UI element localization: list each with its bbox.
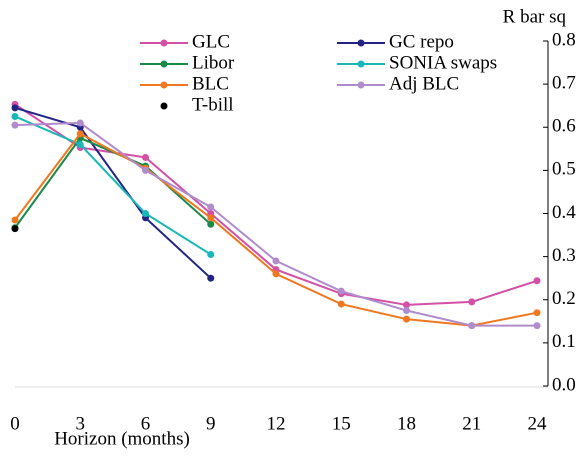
y-tick-label: 0.8 <box>552 29 576 50</box>
data-point <box>207 274 215 282</box>
legend-label: GLC <box>192 31 230 52</box>
data-point <box>76 141 84 148</box>
y-tick-label: 0.5 <box>552 159 576 180</box>
x-tick-label: 3 <box>76 413 86 434</box>
legend-label: T-bill <box>192 94 234 115</box>
data-point <box>207 250 215 258</box>
x-tick-label: 12 <box>267 413 286 434</box>
data-point <box>142 153 149 161</box>
series-line <box>14 115 212 256</box>
data-point <box>468 298 476 306</box>
x-tick-label: 15 <box>332 413 351 434</box>
legend-marker <box>357 60 365 68</box>
x-tick-label: 24 <box>528 413 548 434</box>
data-point <box>207 220 215 228</box>
data-point <box>11 104 19 112</box>
data-point <box>11 121 19 129</box>
legend-marker <box>160 39 168 47</box>
data-point <box>468 322 476 330</box>
legend-marker <box>160 81 168 89</box>
y-tick-label: 0.4 <box>552 202 576 223</box>
data-point <box>533 322 541 330</box>
legend-marker <box>160 60 168 68</box>
y-tick-label: 0.6 <box>552 116 576 137</box>
legend-label: Libor <box>192 52 235 73</box>
data-point <box>403 301 410 309</box>
data-point <box>11 216 19 224</box>
x-tick-label: 21 <box>462 413 481 434</box>
data-point <box>207 214 215 222</box>
y-tick-label: 0.3 <box>552 245 576 266</box>
data-point <box>403 307 410 315</box>
series-line <box>14 132 538 327</box>
data-point <box>337 300 345 308</box>
y-tick-label: 0.1 <box>552 331 576 352</box>
legend-label: SONIA swaps <box>389 52 497 73</box>
legend-marker <box>160 102 168 110</box>
legend-marker <box>357 39 365 47</box>
data-point <box>11 225 19 233</box>
data-point <box>272 270 280 278</box>
x-tick-label: 6 <box>141 413 151 434</box>
data-point <box>533 277 541 285</box>
x-axis-label: Horizon (months) <box>54 428 190 449</box>
data-point <box>272 257 280 265</box>
y-tick-label: 0.7 <box>552 72 576 93</box>
data-point <box>142 166 149 174</box>
y-axis-label: R bar sq <box>503 6 567 27</box>
legend-label: GC repo <box>389 31 454 52</box>
data-point <box>533 309 541 317</box>
data-point <box>142 210 149 217</box>
legend-marker <box>357 81 365 89</box>
y-tick-label: 0.2 <box>552 288 576 309</box>
data-point <box>76 130 84 138</box>
x-tick-label: 0 <box>10 413 20 434</box>
series-line <box>14 106 212 279</box>
legend-label: Adj BLC <box>389 73 459 94</box>
y-tick-label: 0.0 <box>552 374 576 395</box>
data-point <box>207 203 215 211</box>
x-tick-label: 18 <box>397 413 416 434</box>
data-point <box>76 119 84 127</box>
data-point <box>11 112 19 120</box>
data-point <box>403 315 410 323</box>
series-line <box>14 121 537 327</box>
legend-label: BLC <box>192 73 229 94</box>
x-tick-label: 9 <box>206 413 216 434</box>
data-point <box>337 287 345 295</box>
